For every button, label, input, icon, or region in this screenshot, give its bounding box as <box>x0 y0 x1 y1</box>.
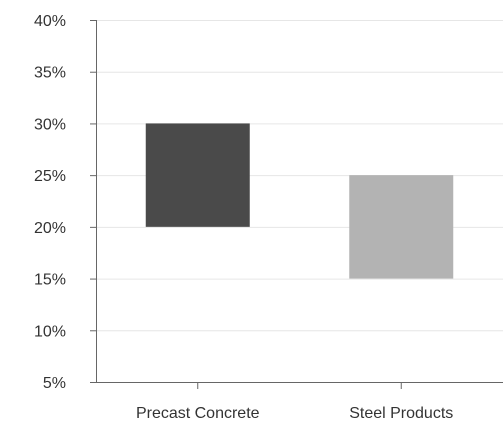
y-tick-label: 40% <box>34 13 66 30</box>
y-tick-label: 15% <box>34 272 66 289</box>
bars <box>145 123 454 279</box>
y-tick-label: 10% <box>34 323 66 340</box>
axes <box>90 20 503 389</box>
x-tick-label: Precast Concrete <box>136 405 260 421</box>
y-tick-label: 5% <box>43 375 66 392</box>
y-tick-label: 25% <box>34 168 66 185</box>
bar-2 <box>349 175 454 279</box>
y-tick-label: 20% <box>34 220 66 237</box>
tick-labels: 5% 10% 15% 20% 25% 30% 35% 40% Precast Concrete S… <box>34 13 453 421</box>
x-tick-label: Steel Products <box>349 405 453 421</box>
y-tick-label: 30% <box>34 116 66 133</box>
bar-1 <box>145 123 250 227</box>
y-tick-label: 35% <box>34 65 66 82</box>
